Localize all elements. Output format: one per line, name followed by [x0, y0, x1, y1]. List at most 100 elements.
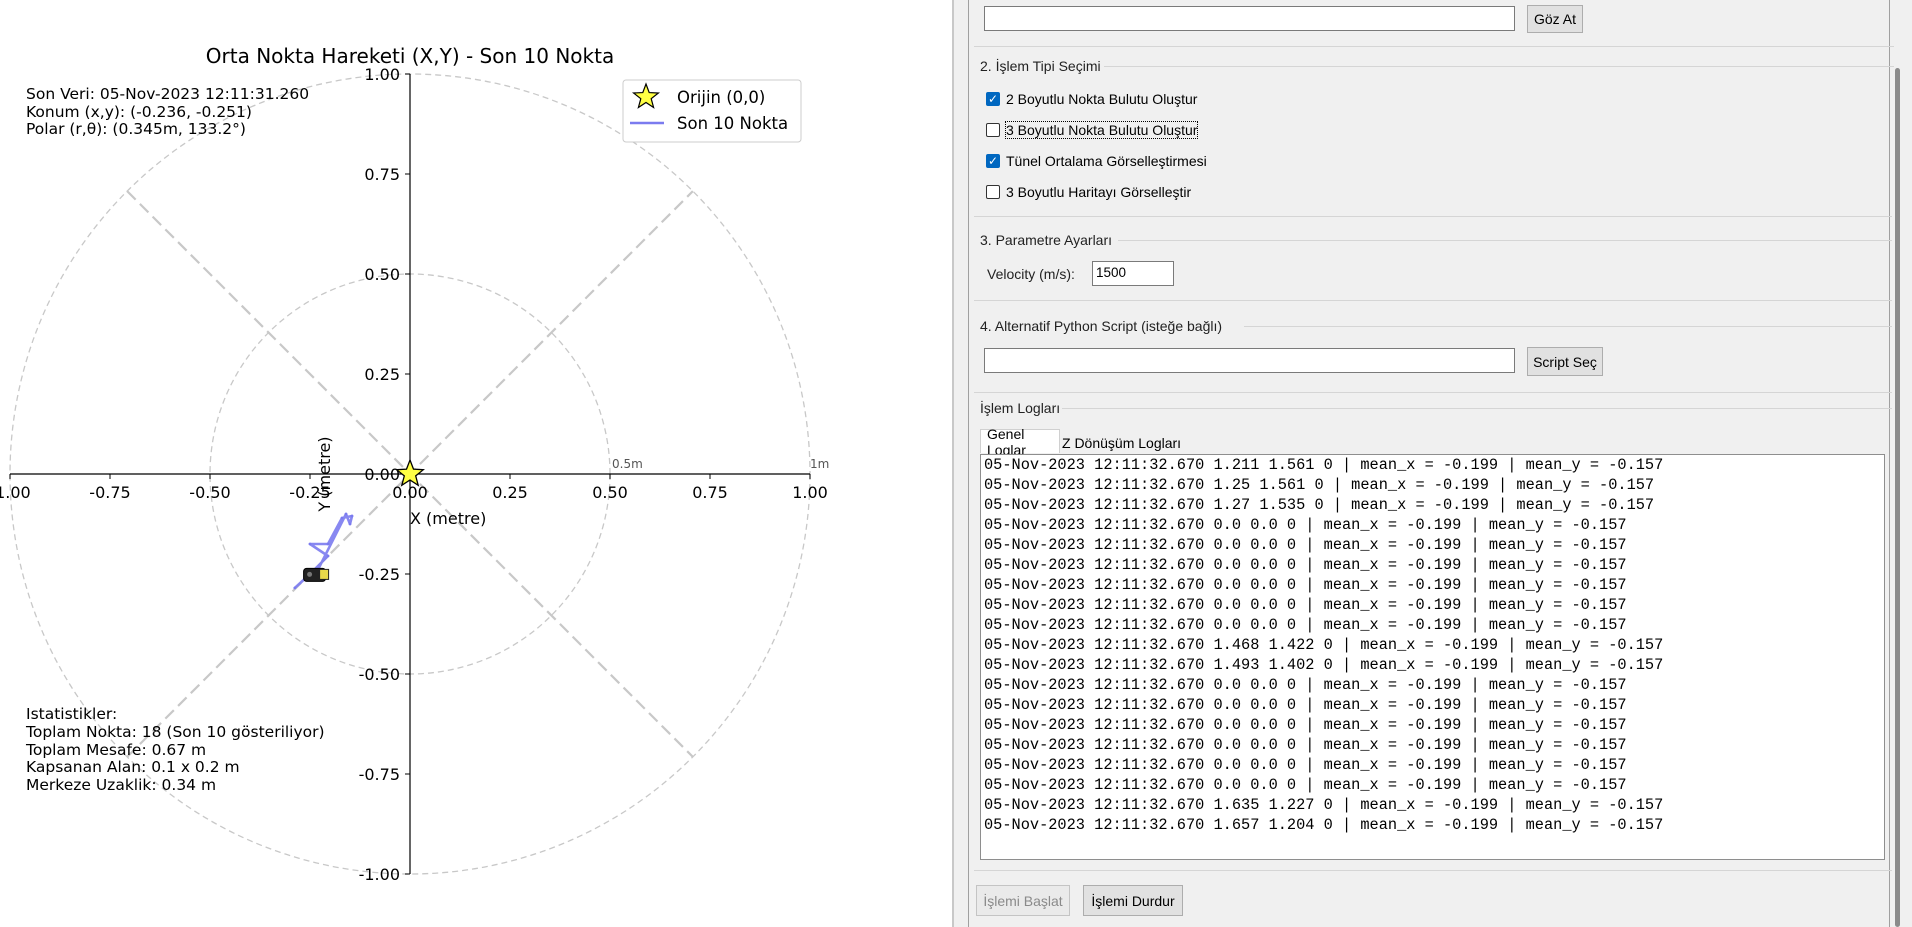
velocity-value: 1500	[1096, 265, 1127, 280]
log-textarea[interactable]: 05-Nov-2023 12:11:32.670 1.211 1.561 0 |…	[980, 454, 1885, 860]
input-path-field[interactable]	[984, 6, 1515, 31]
marker-panel	[319, 568, 330, 580]
log-line: 05-Nov-2023 12:11:32.670 0.0 0.0 0 | mea…	[984, 696, 1627, 714]
log-line: 05-Nov-2023 12:11:32.670 0.0 0.0 0 | mea…	[984, 756, 1627, 774]
stats-line: Merkeze Uzaklik: 0.34 m	[26, 776, 217, 795]
chart-legend: Orijin (0,0) Son 10 Nokta	[622, 79, 802, 143]
x-tick-label: 0.25	[492, 483, 528, 502]
section3-title-rule	[1118, 240, 1894, 241]
x-tick-label: -0.50	[189, 483, 230, 502]
checkbox-checked-icon[interactable]: ✓	[986, 92, 1000, 106]
option-checkbox-row[interactable]: 3 Boyutlu Nokta Bulutu Oluştur	[986, 121, 1199, 139]
legend-star-icon	[631, 82, 661, 109]
y-tick-label: -1.00	[359, 865, 400, 884]
section4-title-rule	[1244, 326, 1894, 327]
log-line: 05-Nov-2023 12:11:32.670 1.635 1.227 0 |…	[984, 796, 1664, 814]
x-axis-label: X (metre)	[410, 509, 486, 528]
series-point	[326, 542, 330, 546]
stats-line: Kapsanan Alan: 0.1 x 0.2 m	[26, 758, 240, 777]
velocity-label: Velocity (m/s):	[987, 266, 1075, 282]
log-line: 05-Nov-2023 12:11:32.670 1.25 1.561 0 | …	[984, 476, 1655, 494]
option-label: 3 Boyutlu Haritayı Görselleştir	[1006, 184, 1192, 200]
log-line: 05-Nov-2023 12:11:32.670 0.0 0.0 0 | mea…	[984, 676, 1627, 694]
series-point	[344, 512, 348, 516]
section-divider	[974, 392, 1894, 393]
series-point	[326, 554, 330, 558]
window-gap	[952, 0, 954, 927]
tab-general-logs[interactable]: Genel Loglar	[980, 426, 1060, 458]
log-line: 05-Nov-2023 12:11:32.670 1.493 1.402 0 |…	[984, 656, 1664, 674]
chart-title: Orta Nokta Hareketi (X,Y) - Son 10 Nokta	[205, 44, 615, 68]
log-line: 05-Nov-2023 12:11:32.670 1.27 1.535 0 | …	[984, 496, 1655, 514]
y-tick-label: 0.50	[364, 265, 400, 284]
script-path-field[interactable]	[984, 348, 1515, 373]
section2-title-rule	[1104, 66, 1894, 67]
info-textbox: Son Veri: 05-Nov-2023 12:11:31.260 Konum …	[26, 85, 310, 139]
script-select-button[interactable]: Script Seç	[1527, 347, 1603, 376]
info-line: Son Veri: 05-Nov-2023 12:11:31.260	[26, 85, 310, 103]
section-divider	[974, 46, 1894, 47]
x-tick-label: 1.00	[792, 483, 828, 502]
series-point	[308, 542, 312, 546]
legend-label-series: Son 10 Nokta	[677, 114, 788, 133]
section4-title: 4. Alternatif Python Script (isteğe bağl…	[980, 318, 1223, 334]
stats-line: Toplam Nokta: 18 (Son 10 gösteriliyor)	[26, 722, 325, 741]
series-point	[348, 522, 352, 526]
x-tick-label: 0.00	[392, 483, 428, 502]
legend-label-origin: Orijin (0,0)	[677, 88, 765, 107]
polar-xy-chart: 0.5m 1m -1.00 -0.75 -0.50 -0.25 0.00 0.25 0.50 0…	[0, 65, 829, 884]
legend-box	[622, 79, 802, 143]
log-line: 05-Nov-2023 12:11:32.670 1.211 1.561 0 |…	[984, 456, 1664, 474]
option-checkbox-row[interactable]: 3 Boyutlu Haritayı Görselleştir	[986, 184, 1191, 200]
plot-figure: 0.5m 1m -1.00 -0.75 -0.50 -0.25 0.00 0.25 0.50 0…	[0, 0, 952, 927]
log-line: 05-Nov-2023 12:11:32.670 0.0 0.0 0 | mea…	[984, 556, 1627, 574]
stats-line: Toplam Mesafe: 0.67 m	[26, 740, 207, 759]
log-line: 05-Nov-2023 12:11:32.670 0.0 0.0 0 | mea…	[984, 576, 1627, 594]
option-label: 2 Boyutlu Nokta Bulutu Oluştur	[1006, 91, 1198, 107]
series-point	[293, 586, 297, 590]
checkbox-unchecked-icon[interactable]	[986, 185, 1000, 199]
log-line: 05-Nov-2023 12:11:32.670 0.0 0.0 0 | mea…	[984, 776, 1627, 794]
info-line: Konum (x,y): (-0.236, -0.251)	[26, 102, 252, 121]
control-panel: Göz At 2. İşlem Tipi Seçimi ✓ 2 Boyutlu N…	[954, 0, 1912, 927]
x-tick-label: -0.75	[89, 483, 130, 502]
browse-button[interactable]: Göz At	[1527, 5, 1583, 33]
log-line: 05-Nov-2023 12:11:32.670 1.657 1.204 0 |…	[984, 816, 1664, 834]
x-tick-label: 0.75	[692, 483, 728, 502]
y-tick-label: 0.00	[364, 465, 400, 484]
start-process-button[interactable]: İşlemi Başlat	[976, 885, 1070, 916]
panel-left-border	[968, 0, 969, 927]
velocity-input[interactable]: 1500	[1092, 261, 1174, 286]
logs-title-rule	[1062, 408, 1894, 409]
log-line: 05-Nov-2023 12:11:32.670 0.0 0.0 0 | mea…	[984, 516, 1627, 534]
y-tick-label: 1.00	[364, 65, 400, 84]
vertical-scrollbar-thumb[interactable]	[1895, 68, 1900, 927]
ring-label: 0.5m	[612, 457, 643, 471]
log-line: 05-Nov-2023 12:11:32.670 0.0 0.0 0 | mea…	[984, 716, 1627, 734]
checkbox-unchecked-icon[interactable]	[986, 123, 1000, 137]
section2-title: 2. İşlem Tipi Seçimi	[980, 58, 1101, 74]
checkbox-checked-icon[interactable]: ✓	[986, 154, 1000, 168]
option-checkbox-row[interactable]: ✓ Tünel Ortalama Görselleştirmesi	[986, 153, 1207, 169]
origin-star-marker	[395, 458, 425, 487]
log-line: 05-Nov-2023 12:11:32.670 0.0 0.0 0 | mea…	[984, 736, 1627, 754]
section-divider	[974, 870, 1894, 871]
chart-ticks: -1.00 -0.75 -0.50 -0.25 0.00 0.25 0.50 0.75 1.00…	[0, 65, 828, 884]
section-divider	[974, 216, 1894, 217]
current-position-marker	[303, 567, 330, 582]
option-checkbox-row[interactable]: ✓ 2 Boyutlu Nokta Bulutu Oluştur	[986, 91, 1197, 107]
tab-z-transform-logs[interactable]: Z Dönüşüm Logları	[1062, 435, 1182, 451]
y-tick-label: -0.25	[359, 565, 400, 584]
marker-wheel	[307, 571, 313, 577]
option-label: Tünel Ortalama Görselleştirmesi	[1006, 153, 1207, 169]
y-axis-label: Y (metre)	[315, 436, 334, 512]
section-divider	[974, 300, 1894, 301]
panel-right-border	[1889, 0, 1890, 927]
series-point	[350, 514, 354, 518]
y-tick-label: -0.75	[359, 765, 400, 784]
log-line: 05-Nov-2023 12:11:32.670 0.0 0.0 0 | mea…	[984, 536, 1627, 554]
logs-title: İşlem Logları	[980, 400, 1061, 416]
stop-process-button[interactable]: İşlemi Durdur	[1083, 885, 1183, 916]
stats-line: Istatistikler:	[26, 705, 118, 723]
info-line: Polar (r,θ): (0.345m, 133.2°)	[26, 120, 246, 138]
